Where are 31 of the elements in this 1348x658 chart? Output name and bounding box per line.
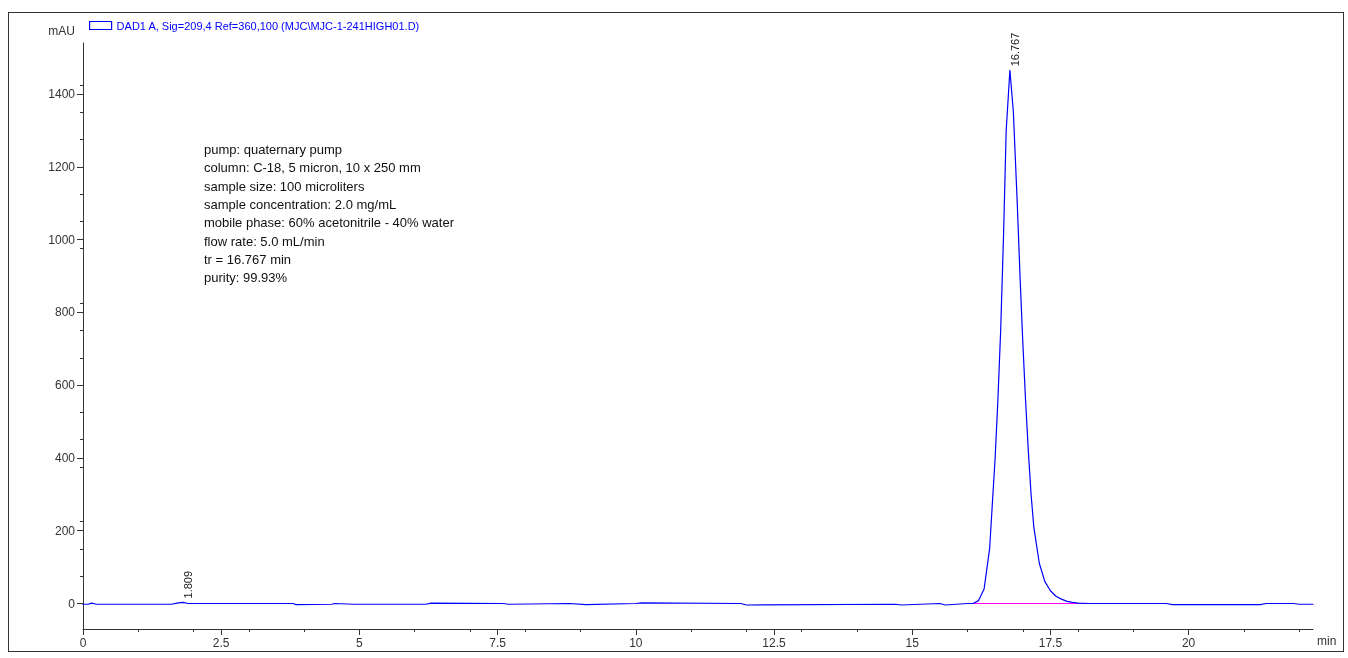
x-tick-label: 12.5 xyxy=(762,636,787,650)
y-axis-title: mAU xyxy=(48,24,75,38)
annotation: flow rate: 5.0 mL/min xyxy=(204,233,325,249)
y-tick-label: 0 xyxy=(68,596,76,611)
y-tick-label: 200 xyxy=(54,523,76,538)
annotation: mobile phase: 60% acetonitrile - 40% water xyxy=(204,215,455,231)
x-tick-label: 7.5 xyxy=(489,636,507,650)
annotation: tr = 16.767 min xyxy=(204,251,292,267)
legend-label: DAD1 A, Sig=209,4 Ref=360,100 (MJC\MJC-1-241HIGH01.D) xyxy=(116,19,420,32)
annotation: sample size: 100 microliters xyxy=(204,178,365,194)
x-tick-label: 5 xyxy=(356,636,364,650)
x-axis-title: min xyxy=(1317,634,1337,648)
x-tick-label: 15 xyxy=(905,636,920,650)
y-tick-label: 1400 xyxy=(48,86,76,101)
annotation: purity: 99.93% xyxy=(204,270,288,286)
y-tick-label: 400 xyxy=(54,450,76,465)
annotation: column: C-18, 5 micron, 10 x 250 mm xyxy=(204,160,421,176)
x-tick-label: 17.5 xyxy=(1038,636,1063,650)
y-tick-label: 1000 xyxy=(48,232,76,247)
y-tick-label: 1200 xyxy=(48,159,76,174)
x-tick-label: 0 xyxy=(79,636,87,650)
y-tick-label: 800 xyxy=(54,305,76,320)
annotation: 16.767 xyxy=(1008,32,1021,67)
y-tick-label: 600 xyxy=(54,378,76,393)
annotation: pump: quaternary pump xyxy=(204,142,343,157)
annotation: 1.809 xyxy=(182,570,194,599)
x-tick-label: 2.5 xyxy=(212,636,230,650)
line-series xyxy=(82,69,1314,606)
x-tick-label: 20 xyxy=(1181,636,1196,650)
annotation: sample concentration: 2.0 mg/mL xyxy=(204,196,397,212)
x-tick-label: 10 xyxy=(629,636,643,650)
